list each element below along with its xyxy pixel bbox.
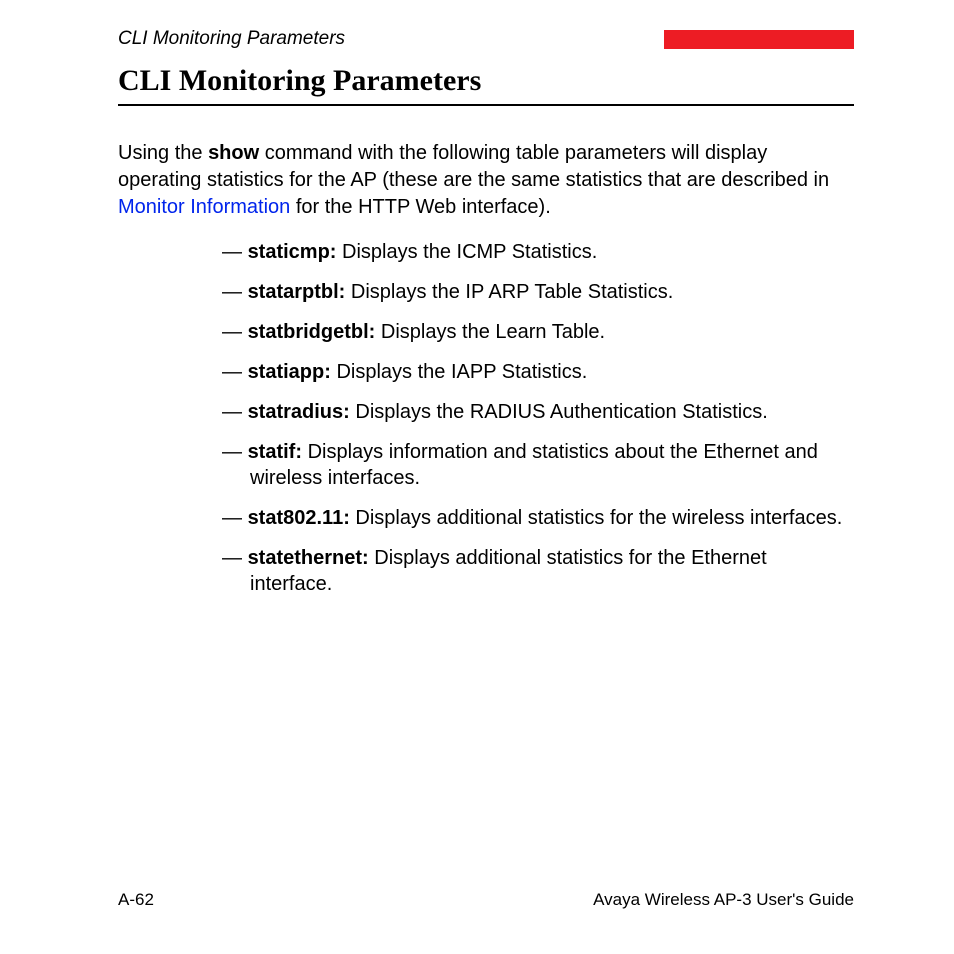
- parameter-list: — staticmp: Displays the ICMP Statistics…: [118, 239, 854, 597]
- dash-icon: —: [222, 441, 248, 463]
- dash-icon: —: [222, 321, 248, 343]
- param-term: stat802.11:: [248, 507, 350, 529]
- accent-bar: [664, 30, 854, 49]
- param-term: statif:: [248, 441, 302, 463]
- list-item: — statbridgetbl: Displays the Learn Tabl…: [222, 319, 854, 345]
- intro-text-post: for the HTTP Web interface).: [290, 196, 550, 218]
- list-item: — statradius: Displays the RADIUS Authen…: [222, 399, 854, 425]
- param-desc: Displays information and statistics abou…: [250, 441, 818, 489]
- list-item: — statarptbl: Displays the IP ARP Table …: [222, 279, 854, 305]
- param-desc: Displays the Learn Table.: [375, 321, 605, 343]
- param-desc: Displays additional statistics for the w…: [350, 507, 842, 529]
- param-desc: Displays the IP ARP Table Statistics.: [345, 281, 673, 303]
- dash-icon: —: [222, 547, 248, 569]
- intro-text-pre: Using the: [118, 142, 208, 164]
- list-item: — stat802.11: Displays additional statis…: [222, 505, 854, 531]
- list-item: — statethernet: Displays additional stat…: [222, 545, 854, 597]
- param-desc: Displays the ICMP Statistics.: [336, 241, 597, 263]
- running-title: CLI Monitoring Parameters: [118, 28, 345, 50]
- dash-icon: —: [222, 507, 248, 529]
- param-term: statarptbl:: [248, 281, 346, 303]
- dash-icon: —: [222, 401, 248, 423]
- list-item: — staticmp: Displays the ICMP Statistics…: [222, 239, 854, 265]
- intro-paragraph: Using the show command with the followin…: [118, 140, 854, 221]
- page-footer: A-62 Avaya Wireless AP-3 User's Guide: [118, 890, 854, 910]
- monitor-information-link[interactable]: Monitor Information: [118, 196, 290, 218]
- section-heading: CLI Monitoring Parameters: [118, 64, 854, 106]
- param-term: statiapp:: [248, 361, 331, 383]
- param-desc: Displays the RADIUS Authentication Stati…: [350, 401, 768, 423]
- dash-icon: —: [222, 361, 248, 383]
- dash-icon: —: [222, 281, 248, 303]
- param-term: statethernet:: [248, 547, 369, 569]
- intro-command-bold: show: [208, 142, 259, 164]
- list-item: — statiapp: Displays the IAPP Statistics…: [222, 359, 854, 385]
- list-item: — statif: Displays information and stati…: [222, 439, 854, 491]
- param-term: staticmp:: [248, 241, 337, 263]
- param-desc: Displays the IAPP Statistics.: [331, 361, 587, 383]
- document-title: Avaya Wireless AP-3 User's Guide: [593, 890, 854, 910]
- document-page: CLI Monitoring Parameters CLI Monitoring…: [0, 0, 954, 954]
- param-term: statbridgetbl:: [248, 321, 376, 343]
- param-term: statradius:: [248, 401, 350, 423]
- dash-icon: —: [222, 241, 248, 263]
- page-header: CLI Monitoring Parameters: [118, 28, 854, 50]
- page-number: A-62: [118, 890, 154, 910]
